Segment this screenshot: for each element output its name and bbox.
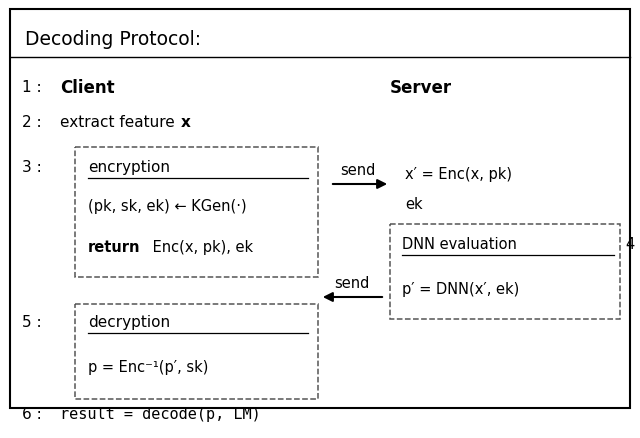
Text: Decoding Protocol:: Decoding Protocol:	[25, 30, 201, 49]
Text: x′ = Enc(x, pk): x′ = Enc(x, pk)	[405, 167, 512, 182]
Text: Server: Server	[390, 79, 452, 97]
Text: 3 :: 3 :	[22, 160, 42, 175]
Bar	[75, 304, 318, 399]
Text: extract feature: extract feature	[60, 115, 180, 130]
Text: 2 :: 2 :	[22, 115, 42, 130]
Text: decryption: decryption	[88, 315, 170, 330]
Bar	[390, 225, 620, 319]
Text: (pk, sk, ek) ← KGen(·): (pk, sk, ek) ← KGen(·)	[88, 199, 246, 214]
Text: send: send	[334, 276, 370, 291]
Text: 4: 4	[625, 237, 634, 252]
Text: send: send	[340, 163, 376, 178]
Text: encryption: encryption	[88, 160, 170, 175]
Text: return: return	[88, 240, 141, 255]
Text: Enc(x, pk), ek: Enc(x, pk), ek	[148, 240, 253, 255]
Text: 1 :: 1 :	[22, 80, 42, 95]
Bar	[75, 148, 318, 277]
Text: x: x	[181, 115, 191, 130]
Text: p′ = DNN(x′, ek): p′ = DNN(x′, ek)	[402, 282, 519, 297]
Text: p = Enc⁻¹(p′, sk): p = Enc⁻¹(p′, sk)	[88, 360, 209, 374]
Text: Client: Client	[60, 79, 115, 97]
Text: DNN evaluation: DNN evaluation	[402, 237, 517, 252]
Text: ek: ek	[405, 197, 422, 212]
Text: result = decode(p, LM): result = decode(p, LM)	[60, 406, 260, 421]
Text: 5 :: 5 :	[22, 315, 42, 330]
Text: 6 :: 6 :	[22, 406, 42, 421]
